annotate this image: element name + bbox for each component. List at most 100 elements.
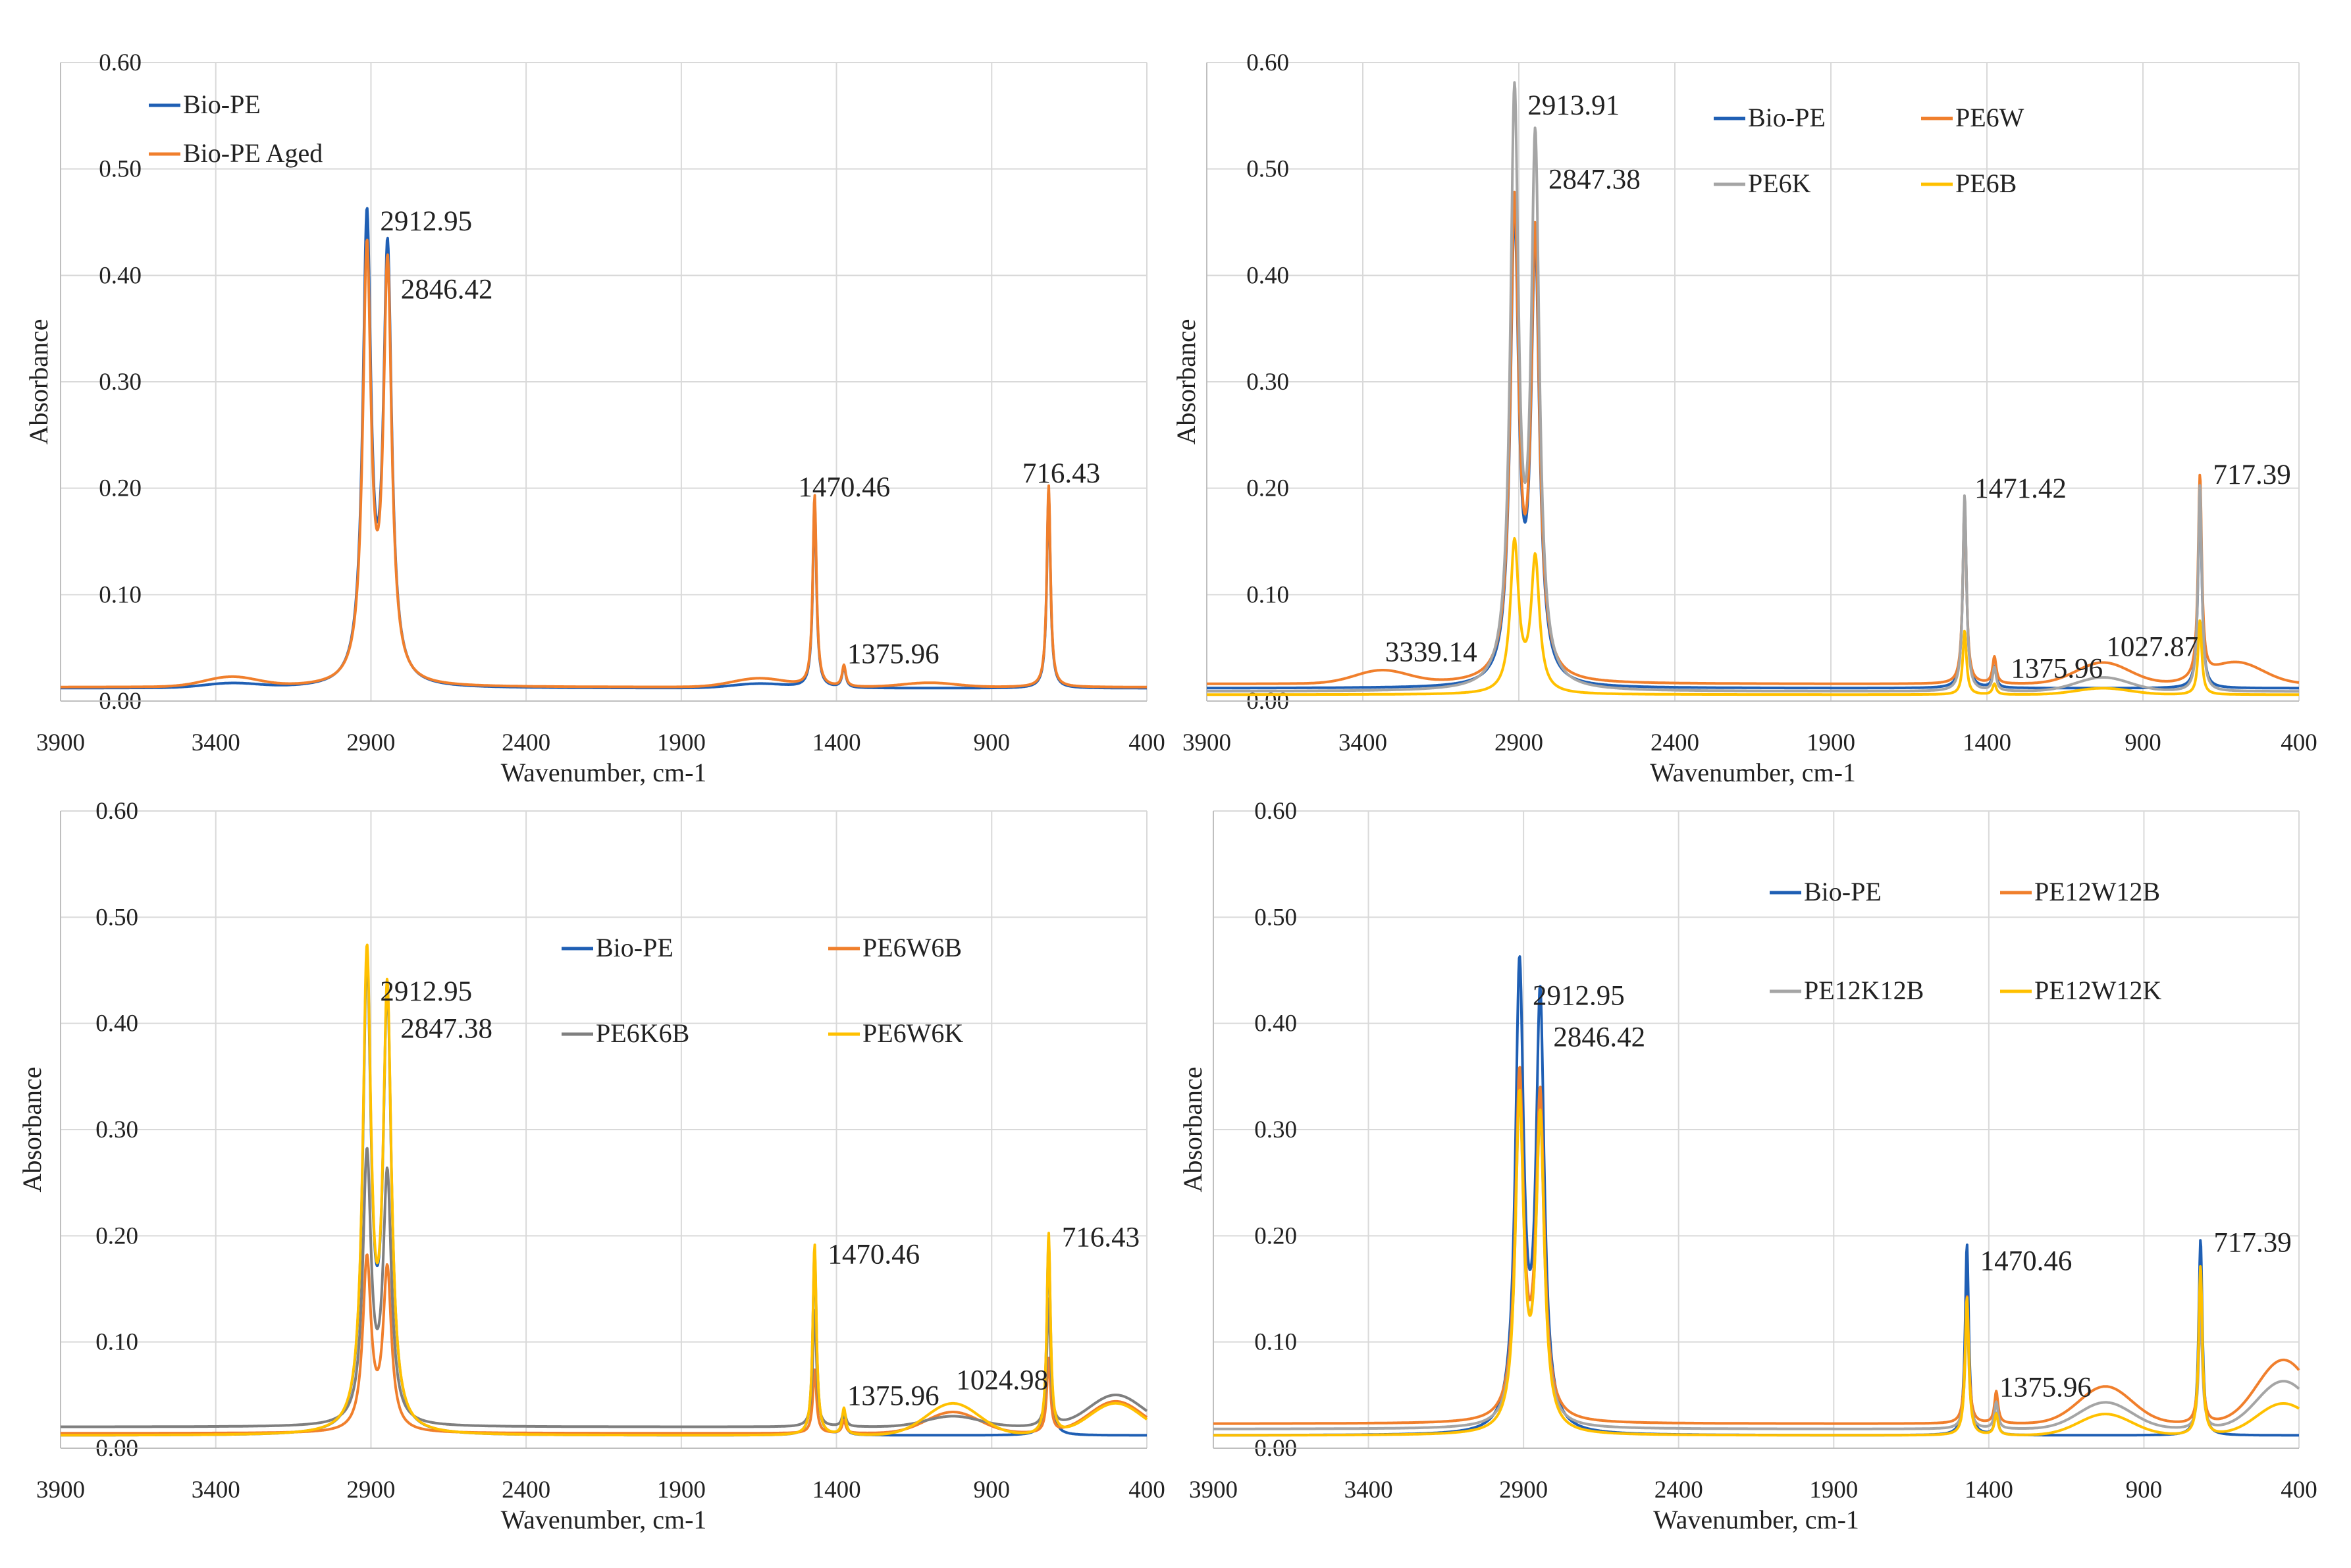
x-tick-label: 2400 (502, 1477, 550, 1503)
legend-label: Bio-PE Aged (183, 138, 323, 168)
peak-annotation: 2913.91 (1527, 90, 1620, 121)
peak-annotation: 2912.95 (380, 976, 472, 1007)
y-axis-title: Absorbance (1178, 1066, 1207, 1192)
peak-annotation: 1375.96 (1999, 1372, 2092, 1403)
legend-label: PE12W12B (2034, 877, 2160, 906)
peak-annotation: 717.39 (2213, 459, 2291, 490)
x-tick-label: 2900 (346, 1477, 395, 1503)
x-tick-label: 400 (1128, 729, 1165, 756)
series-line-pe12w12k (1212, 1089, 2300, 1437)
x-tick-label: 1400 (812, 1477, 861, 1503)
series-line-pe12w12b (1212, 1066, 2300, 1425)
series-line-pe6w6k (59, 943, 1148, 1437)
series-line-bio-pe-aged (59, 238, 1148, 689)
y-tick-label: 0.50 (1254, 904, 1297, 931)
peak-annotation: 717.39 (2213, 1228, 2291, 1259)
peak-annotation: 1470.46 (798, 472, 890, 503)
legend-label: Bio-PE (596, 933, 674, 962)
x-axis-title: Wavenumber, cm-1 (501, 758, 707, 787)
peak-annotation: 2846.42 (1553, 1022, 1645, 1053)
x-tick-label: 2400 (1654, 1477, 1703, 1503)
x-axis-title: Wavenumber, cm-1 (501, 1505, 707, 1534)
legend: Bio-PE PE12W12B PE12K12B PE12W12K (1770, 877, 2161, 1005)
y-tick-label: 0.60 (95, 798, 138, 825)
x-tick-label: 3400 (192, 729, 240, 756)
peak-annotation: 716.43 (1022, 458, 1100, 489)
x-tick-label: 400 (2281, 729, 2317, 756)
y-tick-label: 0.40 (1246, 262, 1289, 289)
x-tick-label: 1900 (657, 1477, 706, 1503)
x-tick-label: 900 (2126, 1477, 2163, 1503)
series-line-pe6k (1205, 81, 2300, 693)
x-tick-label: 3900 (36, 729, 85, 756)
x-tick-label: 2400 (502, 729, 550, 756)
legend: Bio-PE Bio-PE Aged (149, 90, 323, 168)
legend-label: PE6B (1955, 169, 2017, 198)
y-tick-label: 0.60 (1254, 798, 1297, 825)
y-tick-label: 0.40 (99, 262, 142, 289)
x-axis-title: Wavenumber, cm-1 (1653, 1505, 1859, 1534)
peak-annotation: 2912.95 (380, 206, 472, 237)
series-line-bio-pe (1212, 955, 2300, 1437)
y-tick-label: 0.40 (1254, 1010, 1297, 1037)
legend: Bio-PE PE6W6B PE6K6B PE6W6K (562, 933, 963, 1048)
y-tick-label: 0.10 (1246, 581, 1289, 608)
x-tick-label: 1900 (1809, 1477, 1858, 1503)
y-tick-label: 0.30 (1246, 369, 1289, 396)
x-tick-label: 2900 (346, 729, 395, 756)
x-tick-label: 1400 (1965, 1477, 2013, 1503)
x-tick-label: 400 (2281, 1477, 2317, 1503)
series-line-bio-pe (59, 207, 1148, 690)
x-tick-label: 3900 (1189, 1477, 1238, 1503)
peak-annotation: 1375.96 (2011, 653, 2103, 684)
series-line-pe6w6b (59, 1253, 1148, 1435)
y-tick-label: 0.20 (1246, 475, 1289, 502)
legend: Bio-PE PE6W PE6K PE6B (1714, 103, 2024, 198)
legend-label: PE6W (1955, 103, 2024, 132)
legend-label: PE6K6B (596, 1018, 689, 1048)
y-tick-label: 0.20 (99, 475, 142, 502)
y-tick-label: 0.50 (99, 156, 142, 183)
y-tick-label: 0.60 (99, 49, 142, 76)
y-tick-label: 0.50 (95, 904, 138, 931)
legend-label: PE6W6K (862, 1018, 963, 1048)
x-tick-label: 900 (974, 1477, 1011, 1503)
x-axis-title: Wavenumber, cm-1 (1650, 758, 1856, 787)
y-tick-label: 0.20 (1254, 1222, 1297, 1249)
x-tick-label: 1900 (657, 729, 706, 756)
y-tick-label: 0.60 (1246, 49, 1289, 76)
peak-annotation: 2912.95 (1533, 980, 1625, 1011)
x-tick-label: 1900 (1807, 729, 1855, 756)
y-tick-label: 0.30 (99, 369, 142, 396)
legend-label: Bio-PE (1748, 103, 1826, 132)
y-tick-label: 0.30 (1254, 1116, 1297, 1143)
peak-annotation: 1471.42 (1974, 473, 2067, 504)
y-axis-title: Absorbance (1171, 319, 1201, 444)
x-tick-label: 3900 (36, 1477, 85, 1503)
x-tick-label: 2900 (1499, 1477, 1548, 1503)
x-tick-label: 2900 (1494, 729, 1543, 756)
legend-label: Bio-PE (183, 90, 261, 119)
x-tick-label: 900 (974, 729, 1011, 756)
y-tick-label: 0.10 (95, 1329, 138, 1356)
legend-label: Bio-PE (1804, 877, 1882, 906)
peak-annotation: 1024.98 (956, 1365, 1048, 1396)
peak-annotation: 1470.46 (1980, 1246, 2073, 1277)
x-tick-label: 3900 (1182, 729, 1231, 756)
series-line-pe6w (1205, 190, 2300, 685)
y-tick-label: 0.50 (1246, 156, 1289, 183)
series-line-pe12k12b (1212, 1093, 2300, 1430)
peak-annotation: 1470.46 (828, 1240, 920, 1270)
legend-label: PE6K (1748, 169, 1811, 198)
peak-annotation: 2847.38 (1548, 165, 1641, 196)
peak-annotation: 2846.42 (401, 274, 493, 305)
peak-annotation: 1375.96 (847, 1381, 939, 1412)
legend-label: PE12W12K (2034, 976, 2161, 1005)
x-tick-label: 400 (1128, 1477, 1165, 1503)
x-tick-label: 900 (2125, 729, 2161, 756)
y-tick-label: 0.40 (95, 1010, 138, 1037)
x-tick-label: 1400 (1963, 729, 2011, 756)
